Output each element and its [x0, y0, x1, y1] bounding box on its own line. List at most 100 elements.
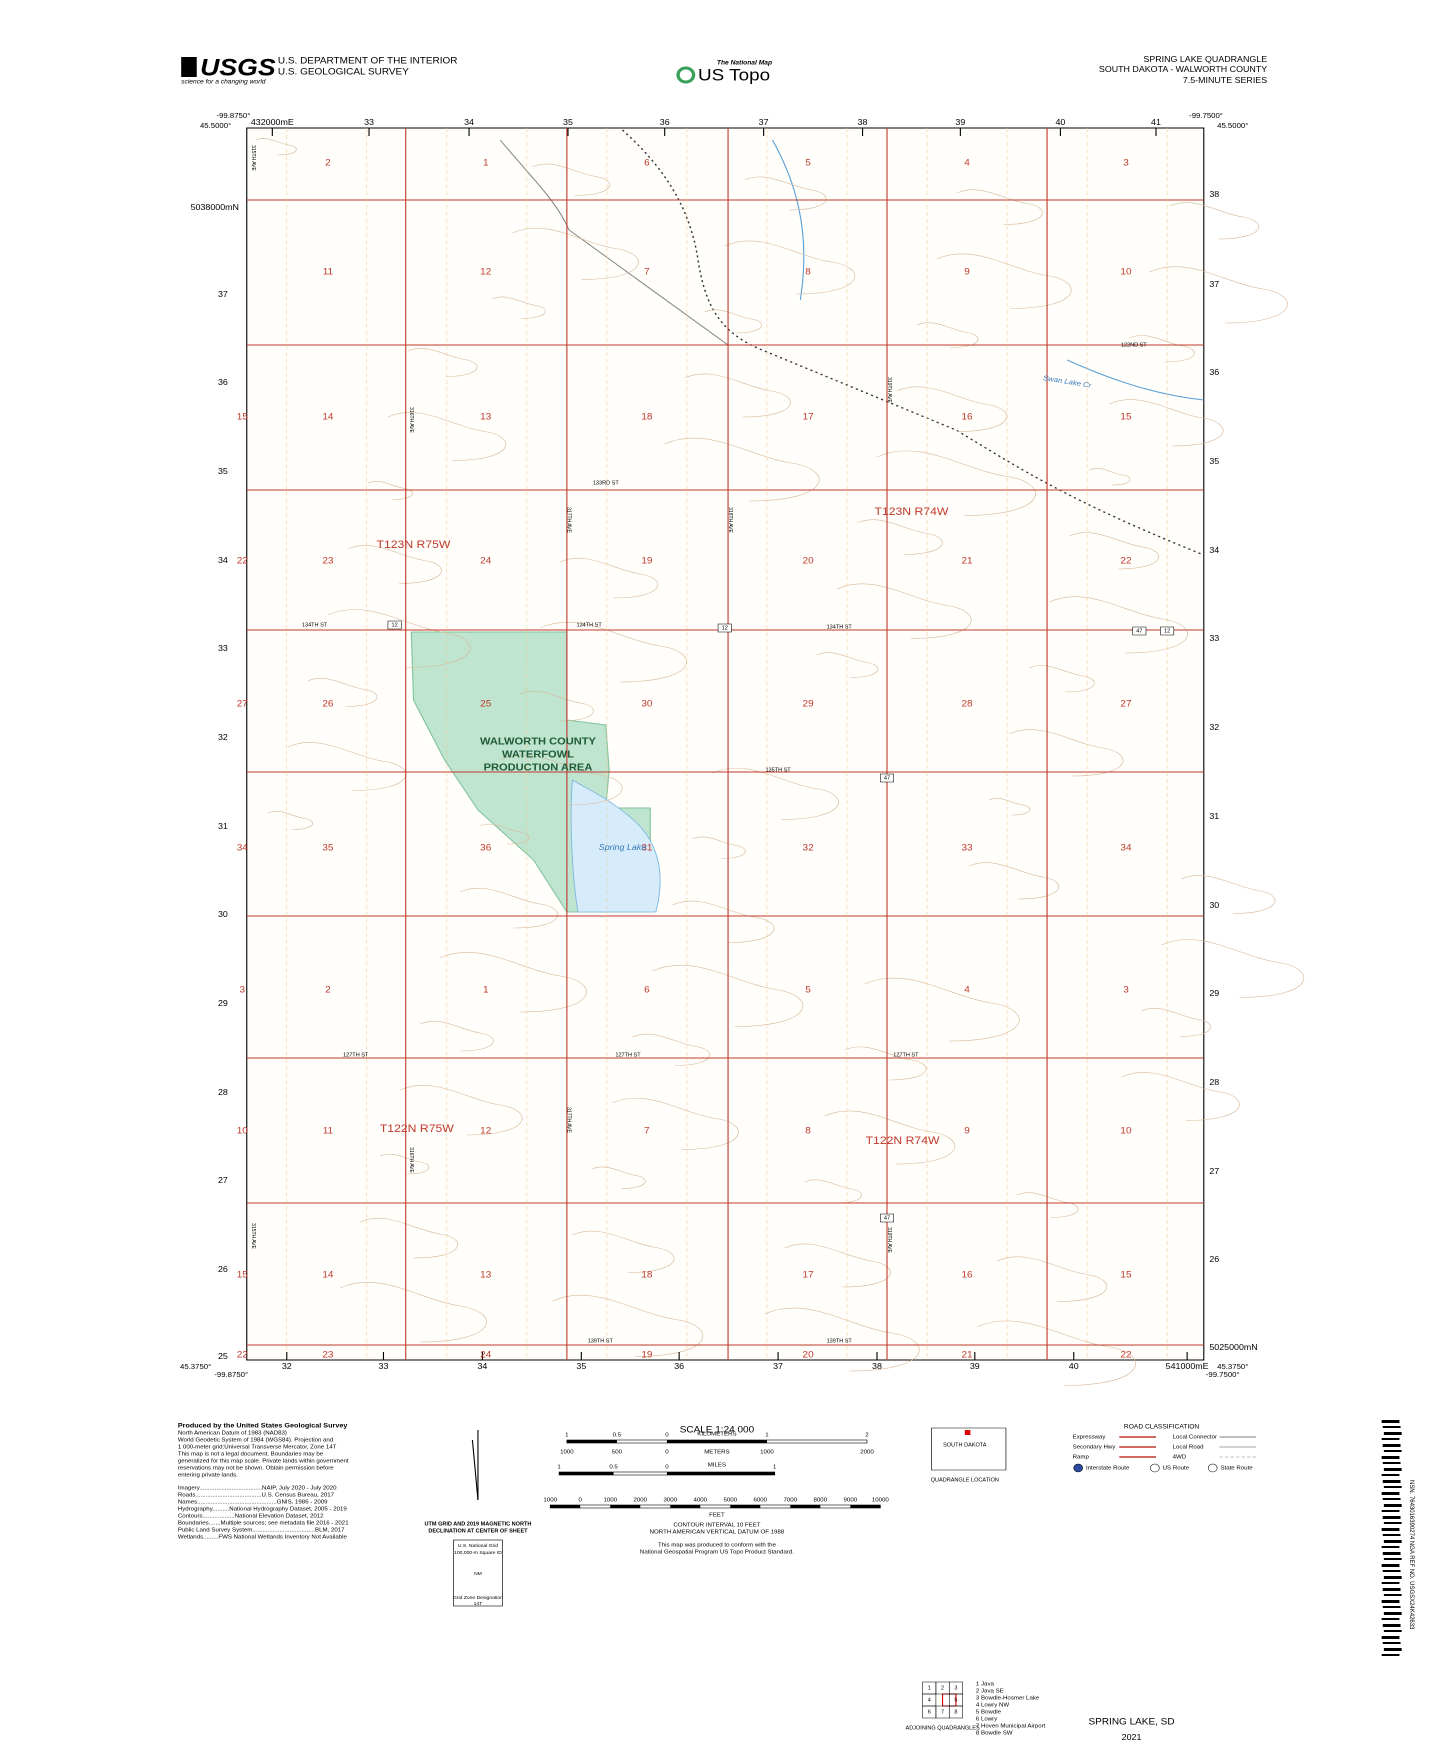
section-number: 33	[961, 843, 972, 853]
easting-label: 39	[970, 1362, 980, 1371]
area-label: PRODUCTION AREA	[484, 762, 593, 773]
easting-label: 40	[1069, 1362, 1079, 1371]
route-shield	[880, 773, 894, 783]
section-number: 22	[1120, 556, 1131, 566]
source-line: Imagery.................................…	[178, 1486, 337, 1492]
scale-unit: MILES	[708, 1463, 726, 1469]
legend-item: Expressway	[1073, 1435, 1106, 1441]
section-number: 15	[1120, 412, 1131, 422]
barcode-bar	[1382, 1462, 1401, 1464]
credit-line: North American Datum of 1983 (NAD83)	[178, 1431, 287, 1437]
easting-label: 34	[464, 118, 474, 127]
adjoining-number: 6	[928, 1710, 931, 1716]
scale-tick: 3000	[663, 1498, 677, 1504]
easting-label: 33	[364, 118, 374, 127]
section-number: 21	[961, 1350, 972, 1360]
easting-label: 35	[576, 1362, 586, 1371]
corner-lon: -99.7500°	[1189, 111, 1223, 120]
adjoining-name: 8 Bowdle SW	[976, 1731, 1013, 1737]
barcode-bar	[1382, 1624, 1401, 1627]
section-number: 18	[641, 1270, 652, 1280]
section-number: 25	[480, 699, 491, 709]
contour-line	[864, 977, 1020, 1042]
barcode-bar	[1382, 1570, 1401, 1572]
township-label: T122N R75W	[380, 1122, 454, 1134]
scale-fill	[850, 1505, 881, 1508]
contour-line	[540, 622, 687, 683]
contour-line	[480, 823, 530, 845]
corner-lat: 45.5000°	[200, 121, 231, 130]
adjoining-name: 7 Hoven Municipal Airport	[976, 1724, 1046, 1730]
sheet-title: SPRING LAKE QUADRANGLE	[1143, 55, 1267, 64]
contour-line	[1121, 1072, 1240, 1121]
section-number: 2	[325, 158, 331, 168]
scale-tick: 10000	[872, 1498, 889, 1504]
barcode-bar	[1381, 1456, 1400, 1459]
contour-line	[532, 163, 610, 196]
section-number: 2	[325, 985, 331, 995]
route-shield	[1160, 626, 1175, 636]
credit-line: entering private lands.	[178, 1473, 238, 1479]
barcode-bar	[1381, 1474, 1400, 1476]
scale-tick: 1000	[560, 1450, 574, 1456]
corner-lon: -99.8750°	[217, 111, 251, 120]
scale-tick: 2	[865, 1433, 868, 1439]
national-map: The National Map	[717, 60, 772, 67]
scale-tick: 0	[665, 1450, 668, 1456]
adjoining-number: 1	[928, 1686, 931, 1692]
scale-unit: METERS	[704, 1450, 730, 1456]
contour-line	[1169, 202, 1260, 240]
section-number: 22	[1120, 1350, 1131, 1360]
township-label: T123N R74W	[874, 505, 948, 517]
scale-fill	[730, 1505, 761, 1508]
contour-line	[1161, 939, 1305, 998]
contour-line	[692, 836, 746, 859]
contour-line	[1109, 399, 1224, 447]
section-number: 24	[480, 556, 491, 566]
source-line: Boundaries.......Multiple sources; see m…	[178, 1521, 349, 1527]
contour-line	[969, 862, 1059, 900]
section-number: 20	[803, 1350, 814, 1360]
contour-note: NORTH AMERICAN VERTICAL DATUM OF 1988	[650, 1530, 785, 1536]
route-number: 47	[884, 1216, 890, 1222]
barcode-bar	[1381, 1528, 1400, 1531]
northing-label: 32	[218, 733, 228, 742]
route-shield	[387, 620, 402, 630]
section-number: 11	[323, 267, 333, 277]
adjoining-name: 3 Bowdle-Hosmer Lake	[976, 1696, 1039, 1702]
scale-tick: 6000	[754, 1498, 768, 1504]
route-shield	[880, 1213, 894, 1223]
route-number: 47	[1136, 629, 1142, 635]
road-label: 316TH AVE	[408, 407, 414, 433]
scale-tick: 1000	[543, 1498, 557, 1504]
contour-line	[420, 1020, 494, 1052]
source-line: Names...................................…	[178, 1500, 328, 1506]
grid-box-text: Grid Zone Designation	[453, 1595, 503, 1601]
road-label: 315TH AVE	[250, 1223, 256, 1249]
contour-line	[359, 1217, 458, 1259]
contour-line	[512, 227, 639, 280]
scale-tick: 9000	[844, 1498, 858, 1504]
section-number: 6	[644, 158, 650, 168]
easting-label: 432000mE	[251, 118, 294, 127]
scale-fill	[559, 1472, 614, 1475]
barcode-bar	[1381, 1582, 1400, 1584]
road-label: 134TH ST	[302, 623, 328, 629]
section-number: 16	[961, 1270, 972, 1280]
section-number: 15	[237, 1270, 248, 1280]
footer-year: 2021	[1122, 1733, 1142, 1742]
contour-line	[592, 1166, 646, 1189]
barcode-bar	[1383, 1558, 1402, 1560]
barcode-bar	[1383, 1468, 1402, 1471]
adjoining-name: 6 Lowry	[976, 1717, 997, 1723]
road-label: 127TH ST	[615, 1053, 641, 1059]
contour-line	[856, 519, 943, 555]
section-number: 10	[237, 1126, 248, 1136]
township-label: T122N R74W	[866, 1134, 940, 1146]
legend-item: Secondary Hwy	[1073, 1445, 1116, 1451]
legend-symbol	[1150, 1463, 1160, 1473]
location-caption: QUADRANGLE LOCATION	[931, 1478, 999, 1484]
corner-lat: 45.3750°	[1217, 1362, 1248, 1371]
map-body	[246, 127, 1205, 1361]
section-number: 29	[803, 699, 814, 709]
